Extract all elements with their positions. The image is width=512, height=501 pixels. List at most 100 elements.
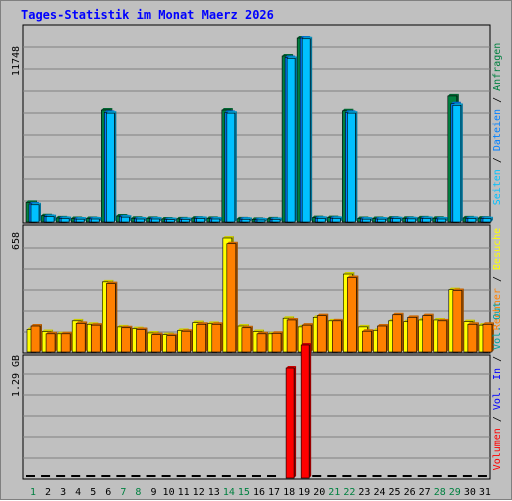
bar-rechner-day-18-side (296, 317, 299, 352)
bar-rechner-day-14 (226, 243, 237, 353)
xtick-label-day-1: 1 (30, 487, 36, 498)
bar-volumen-day-19-side (309, 342, 312, 478)
bar-seiten-day-24-side (385, 217, 388, 222)
bar-rechner-day-21-top (332, 318, 344, 321)
xtick-label-day-10: 10 (163, 487, 175, 498)
bar-rechner-day-3 (60, 333, 71, 353)
bar-rechner-day-24 (377, 325, 387, 353)
bar-seiten-day-7-side (129, 215, 132, 222)
ytick-label-panel-3: 1.29 GB (11, 355, 22, 397)
bar-volumen-day-18-side (294, 366, 297, 478)
xtick-label-day-18: 18 (283, 487, 295, 498)
bar-seiten-day-3 (60, 218, 70, 223)
bar-seiten-day-3-side (69, 216, 72, 222)
bar-seiten-day-28-side (445, 217, 448, 222)
bar-rechner-day-6 (106, 283, 116, 353)
bar-rechner-day-2-side (55, 331, 58, 352)
legend-entry: Vol. In (492, 368, 503, 410)
bar-seiten-day-31-top (482, 216, 493, 219)
bar-seiten-day-3-top (61, 216, 72, 219)
bar-besuche-day-14-top (222, 236, 234, 238)
bar-rechner-day-20 (316, 315, 327, 353)
bar-seiten-day-21 (331, 218, 341, 223)
bar-rechner-day-30-top (467, 322, 479, 325)
bar-seiten-day-2 (45, 216, 55, 223)
bar-seiten-day-28-top (437, 217, 448, 220)
bar-rechner-day-22 (347, 277, 357, 353)
bar-seiten-day-22-side (355, 111, 358, 222)
bar-seiten-day-8 (136, 218, 145, 223)
bar-seiten-day-18 (286, 58, 296, 223)
bar-rechner-day-8 (136, 329, 146, 353)
bar-rechner-day-6-top (106, 281, 118, 284)
bar-seiten-day-15-side (249, 217, 252, 222)
bar-anfragen-day-1-top (26, 200, 37, 203)
bar-rechner-day-24-side (386, 324, 389, 352)
bar-seiten-day-11-side (189, 217, 192, 222)
bar-seiten-day-21-side (340, 216, 343, 222)
bar-rechner-day-11-side (190, 329, 193, 352)
bar-rechner-day-14-top (226, 241, 238, 244)
legend-separator: / (492, 151, 503, 169)
legend-entry: Volumen (492, 428, 503, 470)
bar-seiten-day-7 (121, 216, 130, 223)
bar-rechner-day-8-side (145, 327, 148, 352)
bar-besuche-day-4-top (72, 318, 84, 321)
bar-seiten-day-30-top (467, 216, 478, 219)
xtick-label-day-13: 13 (208, 487, 220, 498)
bar-rechner-day-27 (422, 315, 432, 353)
xtick-label-day-30: 30 (464, 487, 476, 498)
bar-volumen-day-19 (300, 344, 310, 479)
bar-seiten-day-6 (106, 112, 115, 223)
bar-rechner-day-11-top (181, 329, 193, 332)
bar-seiten-day-6-top (106, 111, 117, 114)
bar-seiten-day-22-top (347, 111, 358, 114)
bar-rechner-day-29-side (461, 288, 464, 352)
bar-seiten-day-27-top (422, 216, 433, 219)
bar-seiten-day-23 (362, 218, 371, 223)
bar-anfragen-day-6-top (101, 108, 113, 111)
xtick-label-day-7: 7 (120, 487, 126, 498)
bar-seiten-day-5 (90, 218, 100, 223)
bar-seiten-day-13-top (211, 217, 222, 220)
bar-rechner-day-31 (482, 323, 493, 353)
bar-seiten-day-14-side (234, 111, 237, 222)
bar-rechner-day-9 (151, 334, 161, 353)
bar-seiten-day-27 (422, 218, 431, 223)
bar-rechner-day-31-side (491, 322, 494, 352)
bar-rechner-day-1 (30, 325, 41, 353)
bar-rechner-day-22-top (347, 275, 359, 278)
bar-rechner-day-28 (437, 320, 448, 353)
bar-seiten-day-16-side (264, 217, 267, 222)
bar-rechner-day-23 (362, 330, 372, 353)
bar-seiten-day-30-side (475, 216, 478, 222)
bar-rechner-day-7-side (130, 325, 133, 352)
bar-seiten-day-8-top (136, 217, 147, 220)
bar-rechner-day-27-side (431, 313, 434, 352)
bar-seiten-day-1-top (31, 202, 41, 205)
bar-rechner-day-10 (166, 335, 176, 353)
xtick-label-day-15: 15 (238, 487, 250, 498)
bar-besuche-day-22-top (343, 272, 355, 275)
bar-seiten-day-15-top (241, 217, 252, 220)
bar-seiten-day-13 (211, 218, 221, 223)
bar-rechner-day-10-side (175, 333, 178, 352)
ytick-label-panel-2: 658 (11, 232, 22, 250)
bar-seiten-day-30 (467, 218, 477, 223)
bar-seiten-day-16-top (256, 217, 267, 220)
xtick-label-day-16: 16 (253, 487, 265, 498)
bar-seiten-day-19 (301, 38, 311, 223)
bar-rechner-day-31-top (482, 322, 494, 325)
bar-seiten-day-26-top (407, 216, 418, 219)
bar-rechner-day-23-top (362, 329, 374, 332)
xtick-label-day-31: 31 (479, 487, 491, 498)
bar-seiten-day-11-top (181, 217, 192, 220)
bar-seiten-day-10-side (174, 217, 177, 222)
legend-entry: Dateien (492, 109, 503, 151)
bar-seiten-day-23-top (362, 217, 373, 220)
bar-rechner-day-22-side (356, 275, 359, 352)
bar-rechner-day-25-side (401, 312, 404, 352)
bar-seiten-day-25 (392, 218, 401, 223)
bar-seiten-day-2-side (54, 214, 57, 222)
